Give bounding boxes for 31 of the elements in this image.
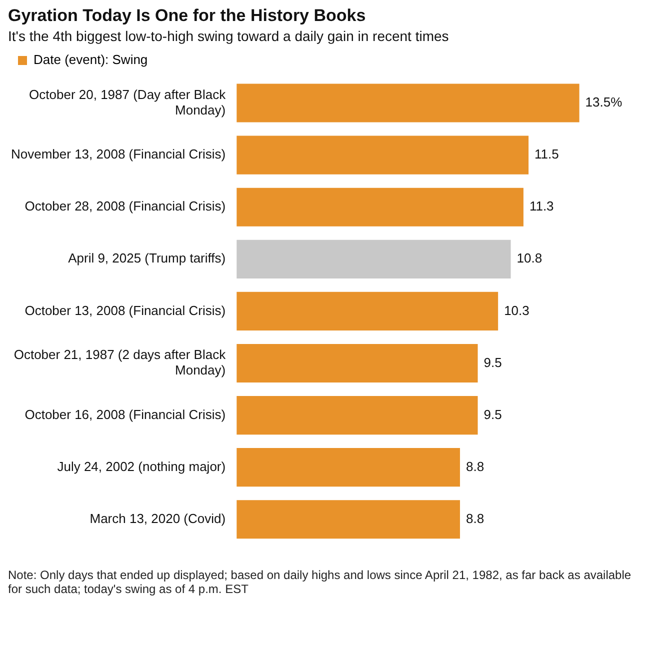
data-label: 10.8	[516, 250, 542, 266]
chart-subtitle: It's the 4th biggest low-to-high swing toward a daily gain in recent times	[8, 28, 450, 44]
data-label: 9.5	[484, 354, 502, 370]
y-tick-label: October 13, 2008 (Financial Crisis)	[24, 302, 226, 318]
y-tick-label: April 9, 2025 (Trump tariffs)	[68, 250, 226, 266]
bar	[236, 240, 511, 278]
data-label: 13.5%	[585, 94, 623, 110]
y-tick-label: October 20, 1987 (Day after Black Monday)	[29, 86, 226, 118]
bar	[236, 188, 524, 226]
legend-label: Date (event): Swing	[34, 52, 148, 68]
bar	[236, 396, 478, 435]
data-label: 9.5	[484, 406, 502, 422]
data-label: 11.3	[529, 198, 554, 214]
data-label: 8.8	[466, 510, 484, 526]
chart-title: Gyration Today Is One for the History Books	[8, 6, 367, 26]
bar	[236, 136, 529, 174]
y-tick-label: October 28, 2008 (Financial Crisis)	[24, 198, 226, 214]
bar	[236, 500, 460, 539]
bar	[236, 344, 478, 383]
y-tick-label: October 16, 2008 (Financial Crisis)	[24, 406, 226, 422]
bar	[236, 448, 460, 487]
y-tick-label: March 13, 2020 (Covid)	[90, 510, 226, 526]
y-tick-label: November 13, 2008 (Financial Crisis)	[10, 146, 226, 162]
bar	[236, 84, 580, 122]
y-tick-label: October 21, 1987 (2 days after Black Monday)	[14, 347, 226, 378]
y-tick-label: July 24, 2002 (nothing major)	[57, 458, 226, 474]
data-label: 10.3	[504, 302, 530, 318]
text: Note: Only days that ended up displayed; based on daily highs and lows since April 21, 1982, as far back as available for such data; today's swing as of 4 p.m. EST	[8, 568, 632, 597]
bar	[236, 292, 498, 330]
data-label: 8.8	[466, 458, 484, 474]
data-label: 11.5	[534, 146, 559, 162]
